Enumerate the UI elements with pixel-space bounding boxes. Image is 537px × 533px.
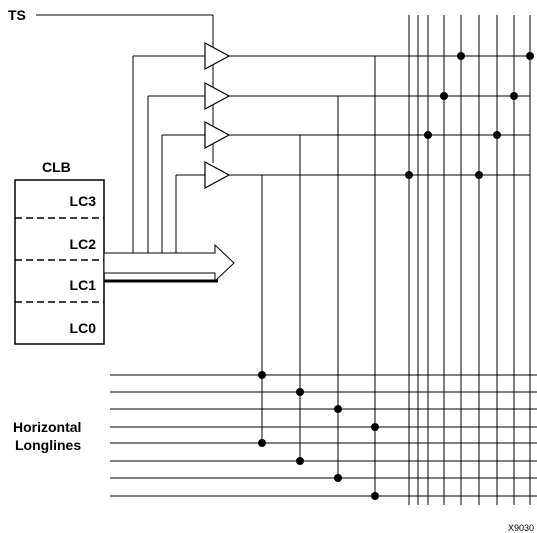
lc3-label: LC3	[70, 193, 97, 209]
buffer-output-lines	[229, 55, 530, 176]
clb-label: CLB	[42, 159, 71, 175]
buffer-input-wires	[132, 55, 205, 253]
horizontal-longlines	[110, 374, 537, 497]
ts-control-line	[36, 14, 214, 163]
longlines-label-line1: Horizontal	[13, 419, 81, 435]
tristate-buffer-1	[204, 41, 231, 71]
tristate-buffer-4	[204, 160, 231, 190]
figure-reference: X9030	[508, 523, 534, 533]
longlines-label-line2: Longlines	[15, 437, 81, 453]
lc0-label: LC0	[70, 320, 97, 336]
buffer-tap-wires	[261, 56, 376, 496]
lc1-label: LC1	[70, 277, 97, 293]
tristate-buffer-3	[204, 120, 231, 150]
vertical-longlines	[408, 15, 531, 505]
connection-dots	[258, 52, 534, 500]
clb-dividers	[15, 217, 104, 303]
ts-label: TS	[8, 7, 26, 23]
tristate-buffer-2	[204, 81, 231, 111]
clb-block	[14, 179, 105, 345]
bus-arrow	[103, 243, 235, 283]
lc2-label: LC2	[70, 236, 97, 252]
